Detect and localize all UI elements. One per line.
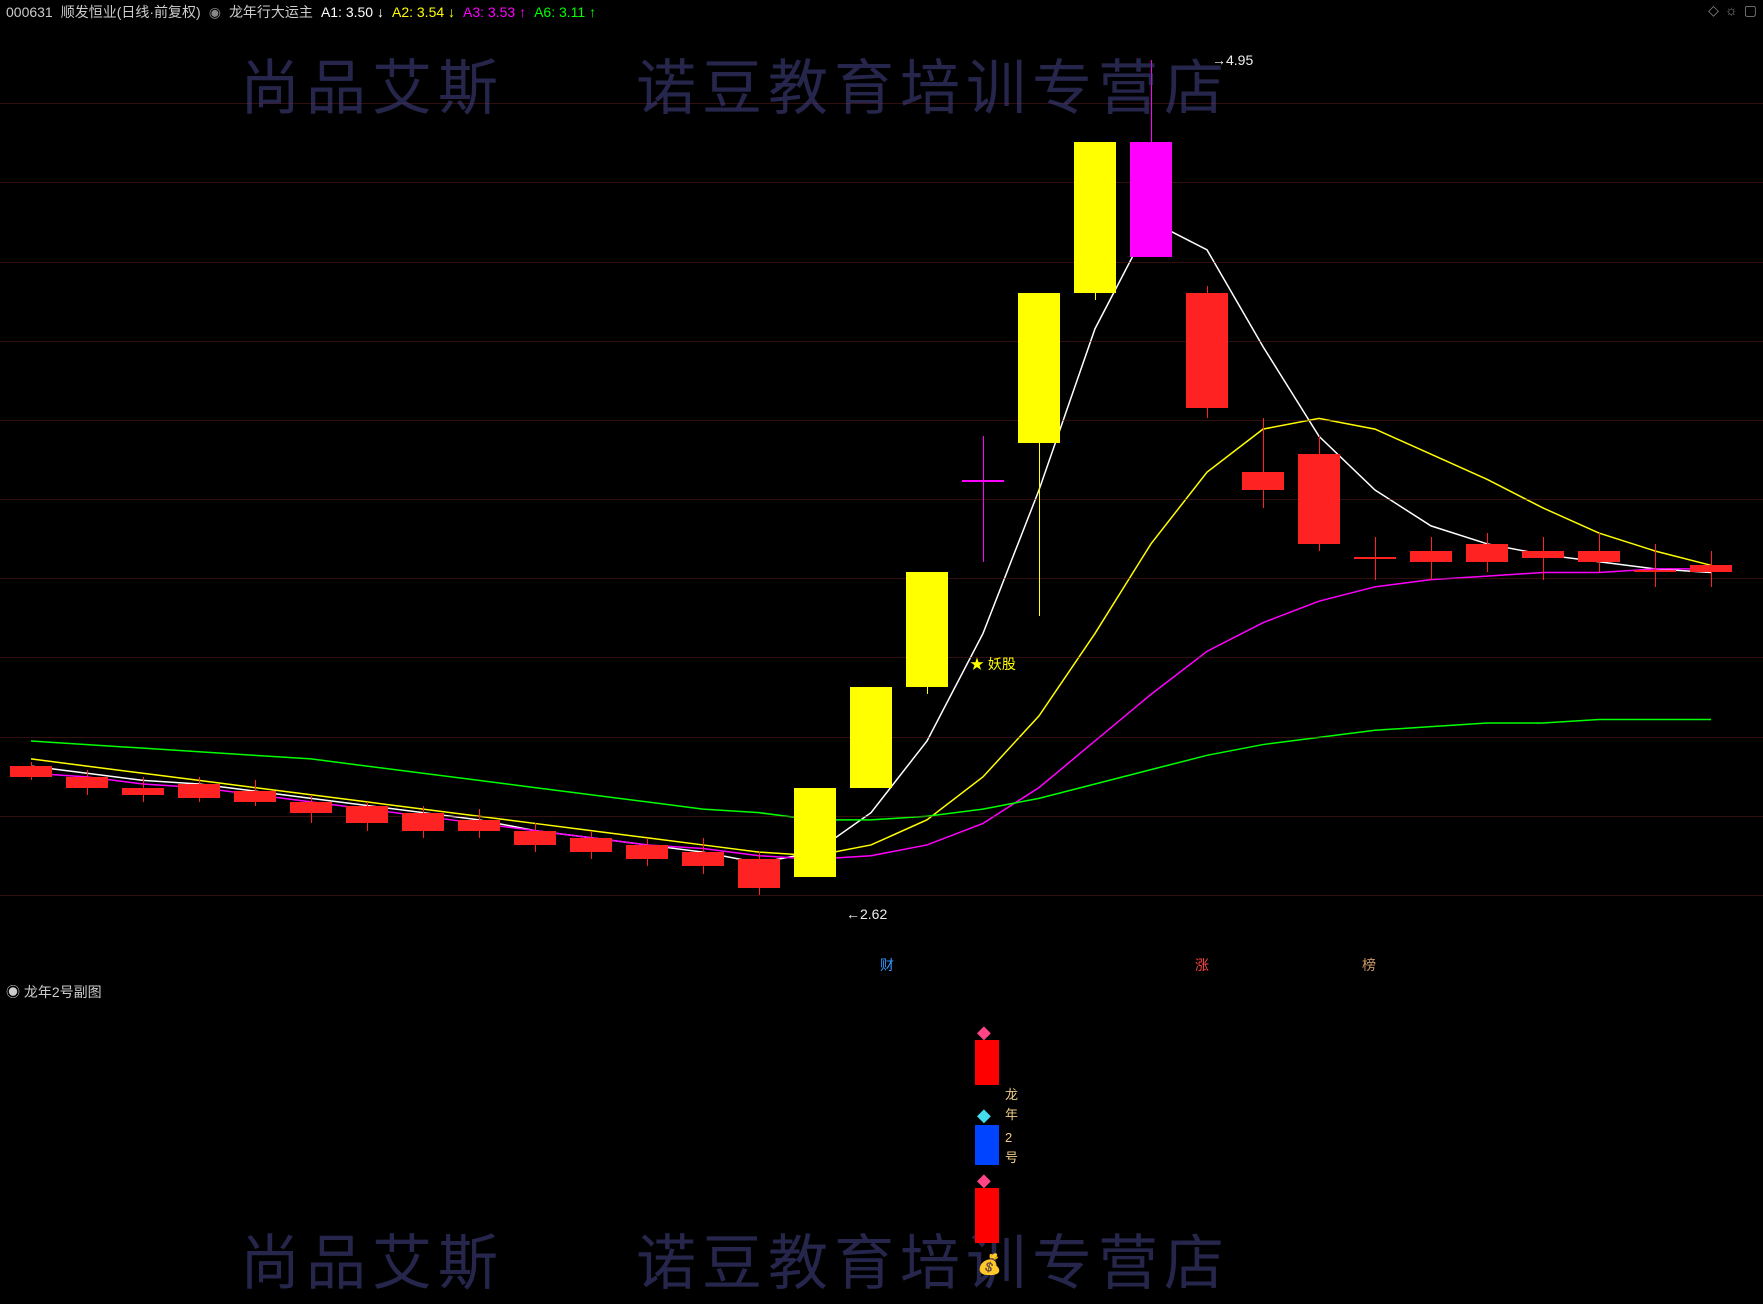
- star-marker: ★ 妖股: [970, 654, 1016, 674]
- sub-label: 号: [1005, 1149, 1018, 1167]
- candle: [234, 24, 276, 974]
- indicator-value: A3: 3.53 ↑: [463, 4, 526, 20]
- bottom-marker: 涨: [1195, 955, 1209, 975]
- candle: [290, 24, 332, 974]
- candle: [682, 24, 724, 974]
- candle: [458, 24, 500, 974]
- candle: [346, 24, 388, 974]
- indicator-value: A6: 3.11 ↑: [534, 4, 596, 20]
- main-chart[interactable]: →4.95 ←2.62 ★ 妖股: [0, 24, 1763, 974]
- price-label: ←2.62: [846, 906, 887, 922]
- stock-code: 000631: [6, 4, 53, 20]
- candle: [1354, 24, 1396, 974]
- sub-indicator-name: 龙年2号副图: [24, 984, 102, 1000]
- candle: [1298, 24, 1340, 974]
- candle: [1074, 24, 1116, 974]
- corner-icons[interactable]: ◇ ☼ ▢: [1708, 2, 1757, 19]
- sub-label: 年: [1005, 1106, 1018, 1124]
- indicator-name: 龙年行大运主: [229, 2, 313, 22]
- candle: [1690, 24, 1732, 974]
- candle: [1186, 24, 1228, 974]
- candle: [1634, 24, 1676, 974]
- candle: [178, 24, 220, 974]
- candle: [1578, 24, 1620, 974]
- sub-chart-header: ◉ 龙年2号副图: [0, 980, 1763, 1002]
- indicator-value: A1: 3.50 ↓: [321, 4, 384, 20]
- candle: [514, 24, 556, 974]
- chart-header: 000631 顺发恒业(日线·前复权) ◉ 龙年行大运主 A1: 3.50 ↓A…: [0, 0, 1763, 24]
- sub-bar: [975, 1040, 999, 1085]
- sub-label: 2: [1005, 1129, 1012, 1147]
- price-label: →4.95: [1212, 52, 1253, 68]
- candle: [850, 24, 892, 974]
- sub-bar: [975, 1125, 999, 1165]
- candle: [962, 24, 1004, 974]
- dot-icon: ◉: [6, 984, 20, 1000]
- candle: [1242, 24, 1284, 974]
- bottom-marker: 财: [880, 955, 894, 975]
- corner-icon-1[interactable]: ◇: [1708, 2, 1719, 19]
- candle: [570, 24, 612, 974]
- indicator-value: A2: 3.54 ↓: [392, 4, 455, 20]
- bottom-marker: 榜: [1362, 955, 1376, 975]
- moneybag-icon: 💰: [977, 1252, 1002, 1277]
- corner-icon-2[interactable]: ☼: [1725, 2, 1738, 19]
- sub-chart[interactable]: ◆龙◆年2号◆💰: [0, 1002, 1763, 1304]
- sub-bar: [975, 1188, 999, 1243]
- corner-icon-3[interactable]: ▢: [1744, 2, 1757, 19]
- indicator-values: A1: 3.50 ↓ A2: 3.54 ↓ A3: 3.53 ↑ A6: 3.11 ↑: [321, 4, 604, 20]
- candle: [906, 24, 948, 974]
- dot-icon: ◉: [209, 4, 221, 21]
- candle: [1522, 24, 1564, 974]
- diamond-icon: ◆: [977, 1105, 991, 1126]
- candle: [1018, 24, 1060, 974]
- candle: [794, 24, 836, 974]
- candle: [122, 24, 164, 974]
- candle: [1130, 24, 1172, 974]
- candle: [1410, 24, 1452, 974]
- candle: [738, 24, 780, 974]
- candle: [626, 24, 668, 974]
- sub-label: 龙: [1005, 1086, 1018, 1104]
- candle: [10, 24, 52, 974]
- stock-name: 顺发恒业(日线·前复权): [61, 2, 201, 22]
- candle: [1466, 24, 1508, 974]
- candle: [66, 24, 108, 974]
- candle: [402, 24, 444, 974]
